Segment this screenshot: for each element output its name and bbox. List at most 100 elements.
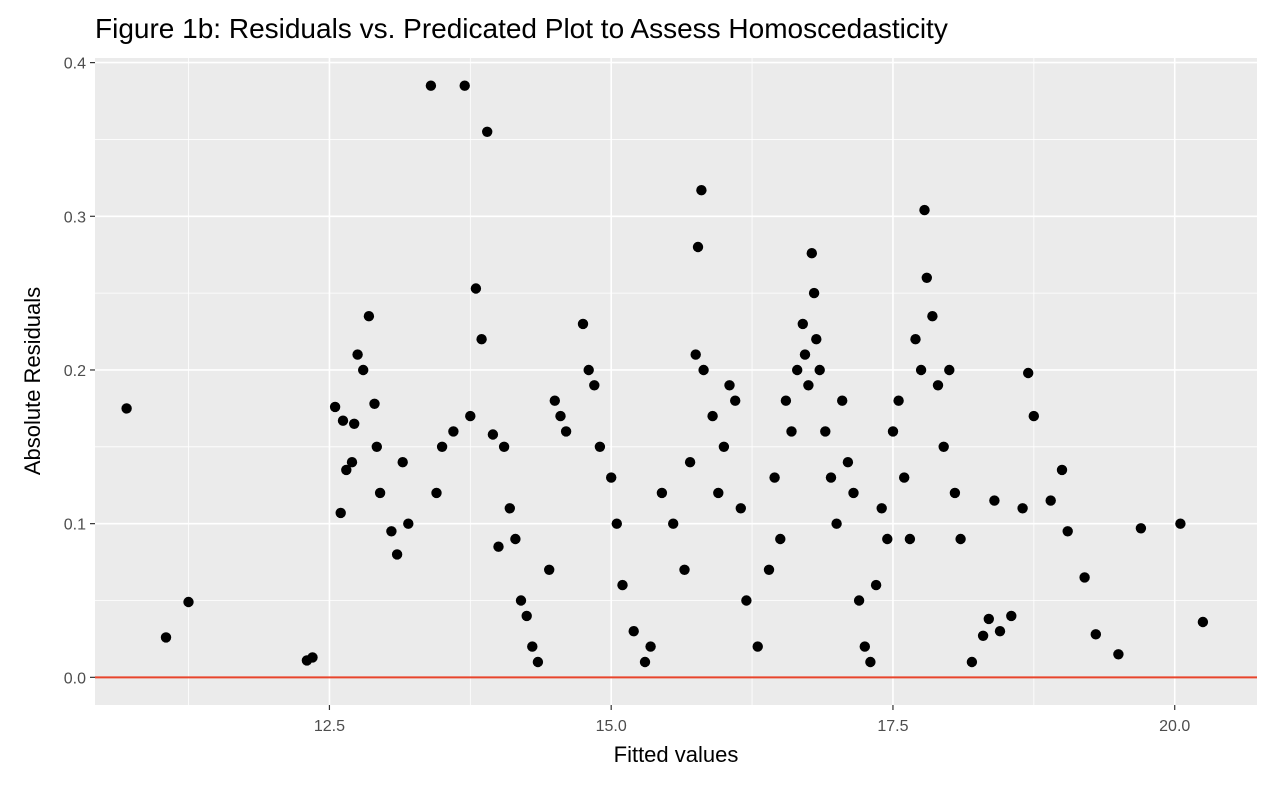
data-point bbox=[806, 248, 817, 259]
y-tick-label: 0.1 bbox=[64, 517, 86, 534]
data-point bbox=[476, 334, 487, 345]
data-point bbox=[983, 613, 994, 625]
data-point bbox=[799, 349, 811, 360]
data-point bbox=[853, 595, 865, 606]
data-point bbox=[780, 395, 792, 406]
data-point bbox=[374, 487, 386, 499]
data-point bbox=[910, 334, 921, 345]
data-point bbox=[741, 595, 752, 606]
data-point bbox=[337, 415, 349, 426]
data-point bbox=[1017, 503, 1028, 514]
data-point bbox=[919, 204, 930, 216]
data-point bbox=[718, 441, 730, 452]
data-point bbox=[724, 380, 735, 391]
data-point bbox=[307, 652, 318, 663]
data-point bbox=[1062, 526, 1073, 537]
data-point bbox=[1006, 610, 1017, 622]
data-point bbox=[583, 364, 594, 376]
data-point bbox=[397, 457, 408, 468]
data-point bbox=[893, 395, 904, 406]
data-point bbox=[769, 472, 780, 483]
data-point bbox=[882, 533, 893, 545]
data-point bbox=[1028, 410, 1040, 422]
data-point bbox=[121, 403, 132, 414]
data-point bbox=[792, 364, 803, 376]
data-point bbox=[527, 641, 538, 652]
data-point bbox=[335, 507, 346, 519]
data-point bbox=[532, 656, 544, 668]
data-point bbox=[713, 487, 724, 499]
data-point bbox=[915, 364, 927, 376]
y-tick-label: 0.4 bbox=[64, 56, 86, 73]
data-point bbox=[927, 311, 938, 322]
y-axis-ticks: 0.0 0.1 0.2 0.3 0.4 bbox=[64, 56, 95, 687]
data-point bbox=[470, 283, 482, 294]
data-point bbox=[498, 441, 510, 452]
y-axis-title: Absolute Residuals bbox=[20, 287, 45, 475]
data-point bbox=[386, 526, 397, 537]
data-point bbox=[656, 487, 668, 499]
x-axis-ticks: 12.5 15.0 17.5 20.0 bbox=[314, 705, 1190, 735]
data-point bbox=[887, 426, 899, 437]
data-point bbox=[1175, 518, 1186, 529]
data-point bbox=[763, 564, 775, 575]
data-point bbox=[358, 364, 369, 376]
data-point bbox=[589, 380, 600, 391]
data-point bbox=[752, 641, 763, 652]
data-point bbox=[459, 80, 470, 91]
data-point bbox=[510, 533, 521, 545]
data-point bbox=[628, 626, 639, 637]
data-point bbox=[904, 533, 916, 545]
data-point bbox=[371, 441, 382, 452]
data-point bbox=[692, 241, 704, 253]
data-points bbox=[121, 80, 1209, 668]
data-point bbox=[436, 441, 448, 452]
data-point bbox=[870, 579, 882, 591]
data-point bbox=[825, 472, 837, 483]
data-point bbox=[1113, 649, 1124, 660]
x-tick-label: 17.5 bbox=[877, 718, 908, 735]
data-point bbox=[955, 533, 966, 545]
y-tick-label: 0.0 bbox=[64, 670, 86, 687]
data-point bbox=[493, 541, 504, 552]
data-point bbox=[932, 380, 944, 391]
data-point bbox=[425, 80, 437, 91]
data-point bbox=[698, 364, 709, 376]
data-point bbox=[403, 518, 414, 529]
data-point bbox=[730, 395, 741, 406]
data-point bbox=[482, 126, 493, 137]
data-point bbox=[775, 533, 786, 545]
data-point bbox=[803, 380, 814, 391]
data-point bbox=[814, 364, 825, 376]
data-point bbox=[684, 457, 696, 468]
data-point bbox=[639, 656, 651, 668]
data-point bbox=[515, 595, 527, 606]
data-point bbox=[831, 518, 842, 529]
data-point bbox=[1045, 495, 1056, 506]
data-point bbox=[521, 610, 532, 622]
data-point bbox=[431, 487, 442, 499]
data-point bbox=[549, 395, 560, 406]
x-tick-label: 12.5 bbox=[314, 718, 345, 735]
data-point bbox=[811, 334, 822, 345]
data-point bbox=[369, 398, 380, 409]
data-point bbox=[606, 472, 617, 483]
data-point bbox=[735, 503, 746, 514]
data-point bbox=[504, 503, 515, 514]
data-point bbox=[921, 272, 932, 283]
data-point bbox=[966, 656, 978, 668]
data-point bbox=[865, 656, 876, 668]
y-tick-label: 0.2 bbox=[64, 363, 86, 380]
data-point bbox=[611, 518, 622, 529]
x-tick-label: 15.0 bbox=[596, 718, 627, 735]
data-point bbox=[391, 549, 403, 560]
data-point bbox=[707, 410, 718, 422]
data-point bbox=[363, 311, 375, 322]
data-point bbox=[977, 630, 989, 641]
data-point bbox=[560, 426, 572, 437]
data-point bbox=[1079, 572, 1090, 583]
data-point bbox=[848, 487, 859, 499]
data-point bbox=[668, 518, 679, 529]
data-point bbox=[786, 426, 797, 437]
data-point bbox=[349, 418, 360, 429]
